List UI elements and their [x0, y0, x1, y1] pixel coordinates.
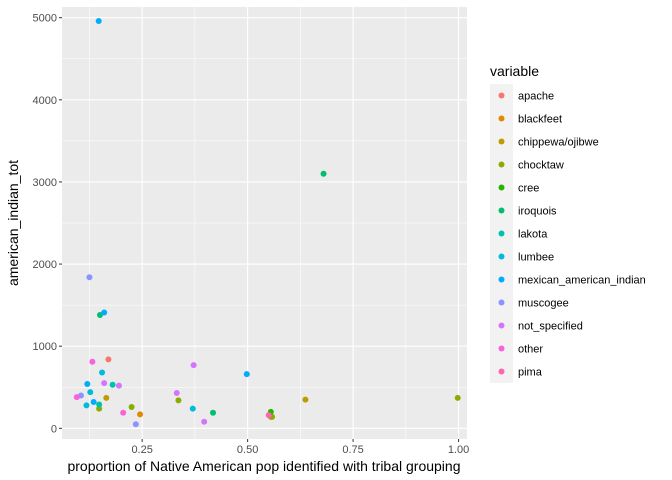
data-point-chippewa-ojibwe — [103, 394, 110, 401]
data-point-blackfeet — [137, 411, 144, 418]
y-tick-label: 2000 — [33, 259, 57, 271]
data-point-iroquois — [210, 409, 217, 416]
x-tick-label: 0.75 — [342, 444, 363, 456]
legend: variable apache blackfeet chippewa/ojibwe c… — [490, 63, 646, 383]
data-point-other — [89, 358, 96, 365]
data-point-chocktaw — [454, 394, 461, 401]
data-point-muscogee — [132, 421, 139, 428]
legend-label: apache — [518, 91, 554, 103]
x-tick-label: 0.25 — [131, 444, 152, 456]
legend-key-lakota — [498, 230, 505, 237]
y-tick-label: 1000 — [33, 341, 57, 353]
legend-key-chocktaw — [498, 161, 505, 168]
x-axis-ticks: 0.25 0.50 0.75 1.00 — [131, 439, 469, 456]
legend-label: pima — [518, 367, 543, 379]
legend-label: iroquois — [518, 206, 557, 218]
data-point-chocktaw — [175, 397, 182, 404]
y-tick-label: 0 — [51, 423, 57, 435]
legend-label: mexican_american_indian — [518, 275, 646, 287]
data-point-not-specified — [173, 390, 180, 397]
x-tick-label: 0.50 — [237, 444, 258, 456]
data-point-lakota — [109, 381, 116, 388]
legend-label: cree — [518, 183, 539, 195]
data-point-not-specified — [101, 380, 108, 387]
legend-label: chippewa/ojibwe — [518, 137, 599, 149]
legend-key-not-specified — [498, 322, 505, 329]
data-point-other — [120, 409, 127, 416]
data-point-lumbee — [189, 405, 196, 412]
data-point-lumbee — [99, 369, 106, 376]
data-point-lumbee — [87, 389, 94, 396]
legend-items: apache blackfeet chippewa/ojibwe chocktaw cr… — [490, 84, 646, 383]
legend-label: other — [518, 344, 543, 356]
legend-key-chippewa-ojibwe — [498, 138, 505, 145]
y-tick-label: 4000 — [33, 95, 57, 107]
x-tick-label: 1.00 — [448, 444, 469, 456]
data-point-mexican-american-indian — [243, 371, 250, 378]
data-point-other — [73, 394, 80, 401]
data-point-mexican-american-indian — [101, 309, 108, 316]
data-point-not-specified — [201, 418, 208, 425]
data-point-chocktaw — [96, 405, 103, 412]
data-point-lumbee — [83, 402, 90, 409]
legend-label: not_specified — [518, 321, 583, 333]
legend-label: chocktaw — [518, 160, 564, 172]
y-tick-label: 3000 — [33, 177, 57, 189]
legend-key-other — [498, 345, 505, 352]
data-point-chippewa-ojibwe — [302, 396, 309, 403]
legend-key-mexican-american-indian — [498, 276, 505, 283]
x-axis-title: proportion of Native American pop identi… — [67, 458, 460, 474]
data-point-mexican-american-indian — [95, 17, 102, 24]
legend-key-pima — [498, 368, 505, 375]
major-gridlines — [62, 7, 467, 439]
data-point-mexican-american-indian — [84, 380, 91, 387]
y-axis-title: american_indian_tot — [5, 160, 21, 286]
legend-key-lumbee — [498, 253, 505, 260]
data-point-not-specified — [115, 382, 122, 389]
legend-key-apache — [498, 92, 505, 99]
data-point-mexican-american-indian — [90, 399, 97, 406]
data-points — [73, 17, 461, 428]
legend-key-blackfeet — [498, 115, 505, 122]
data-point-iroquois — [320, 170, 327, 177]
data-point-apache — [105, 356, 112, 363]
legend-key-iroquois — [498, 207, 505, 214]
data-point-lakota — [96, 401, 103, 408]
minor-gridlines — [62, 7, 467, 439]
data-point-muscogee — [86, 274, 93, 281]
legend-label: lakota — [518, 229, 548, 241]
y-axis-ticks: 0 1000 2000 3000 4000 5000 — [33, 13, 62, 435]
legend-label: blackfeet — [518, 114, 562, 126]
y-tick-label: 5000 — [33, 13, 57, 25]
legend-key-cree — [498, 184, 505, 191]
data-point-pima — [265, 412, 272, 419]
data-point-not-specified — [190, 362, 197, 369]
data-point-chocktaw — [128, 403, 135, 410]
legend-key-muscogee — [498, 299, 505, 306]
legend-label: muscogee — [518, 298, 569, 310]
legend-label: lumbee — [518, 252, 554, 264]
legend-title: variable — [490, 63, 539, 79]
